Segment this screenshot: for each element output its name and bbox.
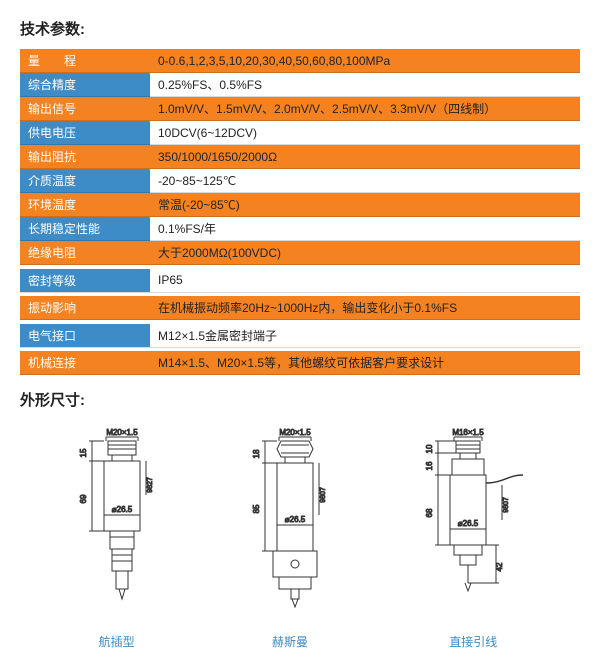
- spec-row: 输出阻抗350/1000/1650/2000Ω: [20, 145, 580, 169]
- svg-text:42: 42: [495, 562, 504, 571]
- spec-row: 长期稳定性能0.1%FS/年: [20, 217, 580, 241]
- diagram-col-1: M20×1.5 15 69: [62, 425, 172, 650]
- svg-text:16: 16: [425, 461, 434, 470]
- spec-row: 电气接口M12×1.5金属密封端子: [20, 324, 580, 348]
- spec-value: 0.25%FS、0.5%FS: [150, 73, 580, 97]
- diagram-caption-3: 直接引线: [449, 633, 497, 650]
- spec-value: M14×1.5、M20×1.5等，其他螺纹可依据客户要求设计: [150, 351, 580, 375]
- svg-text:M16×1.5: M16×1.5: [453, 428, 485, 437]
- diagram-col-2: M20×1.5 18 85: [235, 425, 345, 650]
- svg-text:9807: 9807: [503, 497, 510, 513]
- spec-row: 振动影响在机械振动频率20Hz~1000Hz内，输出变化小于0.1%FS: [20, 296, 580, 320]
- svg-text:⌀26.5: ⌀26.5: [458, 519, 479, 528]
- diagram-col-3: M16×1.5 10 16: [408, 425, 538, 650]
- spec-row: 量 程0-0.6,1,2,3,5,10,20,30,40,50,60,80,10…: [20, 49, 580, 73]
- dimensions-title: 外形尺寸:: [20, 389, 580, 410]
- spec-label: 机械连接: [20, 351, 150, 375]
- spec-value: 10DCV(6~12DCV): [150, 121, 580, 145]
- spec-row: 介质温度-20~85~125℃: [20, 169, 580, 193]
- spec-value: 常温(-20~85℃): [150, 193, 580, 217]
- spec-row: 输出信号1.0mV/V、1.5mV/V、2.0mV/V、2.5mV/V、3.3m…: [20, 97, 580, 121]
- diagram-caption-2: 赫斯曼: [272, 633, 308, 650]
- spec-value: 大于2000MΩ(100VDC): [150, 241, 580, 265]
- svg-text:15: 15: [79, 448, 88, 457]
- spec-row: 环境温度常温(-20~85℃): [20, 193, 580, 217]
- spec-row: 密封等级IP65: [20, 269, 580, 293]
- spec-label: 长期稳定性能: [20, 217, 150, 241]
- spec-row: 综合精度0.25%FS、0.5%FS: [20, 73, 580, 97]
- spec-value: -20~85~125℃: [150, 169, 580, 193]
- spec-value: 350/1000/1650/2000Ω: [150, 145, 580, 169]
- svg-text:85: 85: [252, 504, 261, 513]
- diagram-svg-3: M16×1.5 10 16: [408, 425, 538, 625]
- spec-label: 综合精度: [20, 73, 150, 97]
- svg-text:9807: 9807: [320, 487, 327, 503]
- diagrams-container: M20×1.5 15 69: [20, 425, 580, 650]
- spec-value: 0.1%FS/年: [150, 217, 580, 241]
- svg-text:10: 10: [425, 444, 434, 453]
- spec-label: 介质温度: [20, 169, 150, 193]
- spec-label: 供电电压: [20, 121, 150, 145]
- svg-text:M20×1.5: M20×1.5: [279, 428, 311, 437]
- spec-row: 绝缘电阻大于2000MΩ(100VDC): [20, 241, 580, 265]
- spec-label: 输出信号: [20, 97, 150, 121]
- diagram-svg-1: M20×1.5 15 69: [62, 425, 172, 625]
- spec-label: 环境温度: [20, 193, 150, 217]
- spec-value: IP65: [150, 269, 580, 293]
- spec-label: 输出阻抗: [20, 145, 150, 169]
- svg-text:9827: 9827: [147, 477, 154, 493]
- svg-text:18: 18: [252, 449, 261, 458]
- spec-label: 振动影响: [20, 296, 150, 320]
- diagram-svg-2: M20×1.5 18 85: [235, 425, 345, 625]
- spec-label: 密封等级: [20, 269, 150, 293]
- svg-text:69: 69: [79, 494, 88, 503]
- spec-value: 0-0.6,1,2,3,5,10,20,30,40,50,60,80,100MP…: [150, 49, 580, 73]
- svg-text:⌀26.5: ⌀26.5: [111, 505, 132, 514]
- svg-text:M20×1.5: M20×1.5: [106, 428, 138, 437]
- svg-text:⌀26.5: ⌀26.5: [285, 515, 306, 524]
- specs-title: 技术参数:: [20, 18, 580, 39]
- spec-label: 电气接口: [20, 324, 150, 348]
- spec-label: 量 程: [20, 49, 150, 73]
- spec-row: 供电电压10DCV(6~12DCV): [20, 121, 580, 145]
- spec-table: 量 程0-0.6,1,2,3,5,10,20,30,40,50,60,80,10…: [20, 49, 580, 375]
- spec-value: 在机械振动频率20Hz~1000Hz内，输出变化小于0.1%FS: [150, 296, 580, 320]
- spec-label: 绝缘电阻: [20, 241, 150, 265]
- diagram-caption-1: 航插型: [99, 633, 135, 650]
- spec-value: M12×1.5金属密封端子: [150, 324, 580, 348]
- svg-text:68: 68: [425, 508, 434, 517]
- spec-row: 机械连接M14×1.5、M20×1.5等，其他螺纹可依据客户要求设计: [20, 351, 580, 375]
- spec-value: 1.0mV/V、1.5mV/V、2.0mV/V、2.5mV/V、3.3mV/V（…: [150, 97, 580, 121]
